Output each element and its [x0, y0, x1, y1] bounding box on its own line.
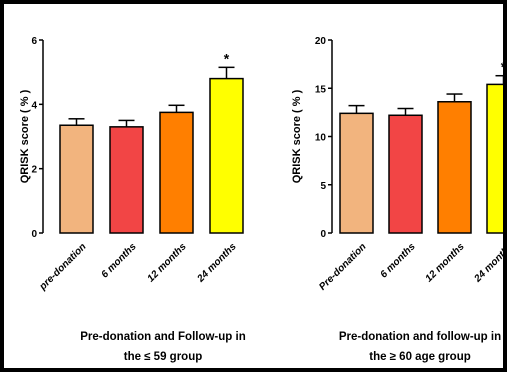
x-tick-label: 12 months [145, 241, 188, 284]
x-tick-label: Pre-donation [317, 241, 368, 292]
x-tick-label: pre-donation [37, 241, 89, 293]
bar [437, 101, 472, 234]
y-axis-label: QRISK score ( % ) [291, 89, 303, 183]
y-tick-label: 4 [31, 100, 37, 111]
bar [59, 124, 94, 234]
y-tick-label: 10 [315, 133, 327, 144]
y-tick-label: 20 [315, 36, 327, 47]
y-axis-label: QRISK score ( % ) [19, 89, 31, 183]
bar [388, 114, 423, 234]
bar [109, 126, 144, 234]
x-tick-label: 6 months [99, 241, 139, 281]
chart-panel-1: 0 2 4 6 QRISK score ( % ) pre-donation 6 month… [19, 36, 246, 363]
x-tick-label: 24 months [472, 241, 503, 285]
chart-panel-2: 0 5 10 15 20 QRISK score ( % ) Pre-donation 6 m… [291, 36, 503, 363]
significance-marker: * [501, 59, 503, 75]
bar [159, 111, 194, 234]
bar [339, 112, 374, 234]
x-tick-label: 24 months [195, 241, 239, 285]
x-tick-label: 6 months [378, 241, 418, 281]
figure-frame: 0 2 4 6 QRISK score ( % ) pre-donation 6 month… [4, 4, 503, 368]
significance-marker: * [224, 50, 230, 66]
y-tick-label: 0 [320, 229, 326, 240]
chart-caption-line1: Pre-donation and follow-up in [339, 331, 501, 343]
y-tick-label: 6 [31, 36, 37, 47]
y-tick-label: 0 [31, 229, 37, 240]
y-tick-label: 15 [315, 84, 327, 95]
y-tick-label: 5 [320, 181, 326, 192]
chart-caption-line1: Pre-donation and Follow-up in [80, 331, 245, 343]
chart-caption-line2: the ≥ 60 age group [369, 351, 471, 363]
bar [486, 83, 503, 234]
bar [209, 77, 244, 234]
y-tick-label: 2 [31, 165, 37, 176]
chart-caption-line2: the ≤ 59 group [124, 351, 203, 363]
x-tick-label: 12 months [423, 241, 466, 284]
